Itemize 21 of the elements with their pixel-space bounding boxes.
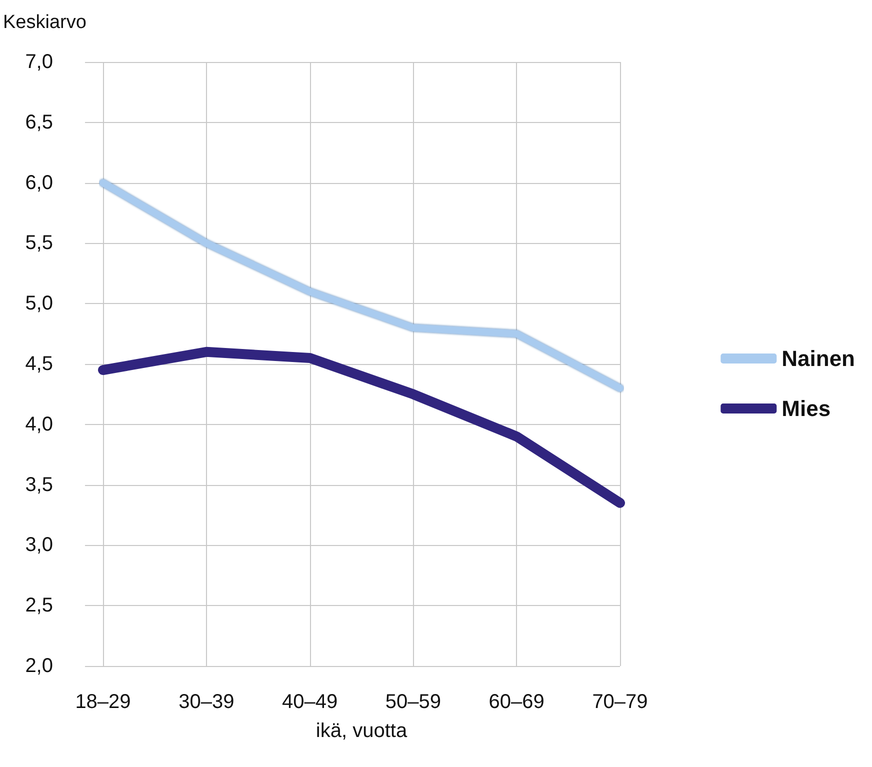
legend-label: Mies [782, 396, 831, 421]
x-tick-label: 18–29 [75, 691, 131, 713]
y-tick-label: 3,0 [25, 534, 53, 556]
x-tick-label: 60–69 [488, 691, 544, 713]
x-tick-label: 50–59 [385, 691, 442, 713]
y-axis-title: Keskiarvo [3, 12, 86, 33]
y-tick-label: 2,0 [25, 655, 53, 677]
y-tick-label: 2,5 [25, 594, 53, 617]
y-tick-label: 5,0 [25, 292, 53, 315]
x-axis-title: ikä, vuotta [316, 720, 408, 742]
y-tick-label: 4,5 [25, 353, 53, 375]
legend-label: Nainen [782, 346, 856, 371]
x-tick-label: 40–49 [282, 691, 338, 713]
y-tick-label: 6,5 [25, 111, 53, 134]
y-tick-label: 6,0 [25, 172, 53, 194]
y-tick-label: 5,5 [25, 232, 53, 254]
y-tick-label: 3,5 [25, 474, 53, 496]
y-tick-label: 4,0 [25, 413, 53, 436]
x-tick-label: 30–39 [178, 691, 234, 713]
y-tick-label: 7,0 [25, 51, 53, 73]
x-tick-label: 70–79 [592, 691, 648, 713]
